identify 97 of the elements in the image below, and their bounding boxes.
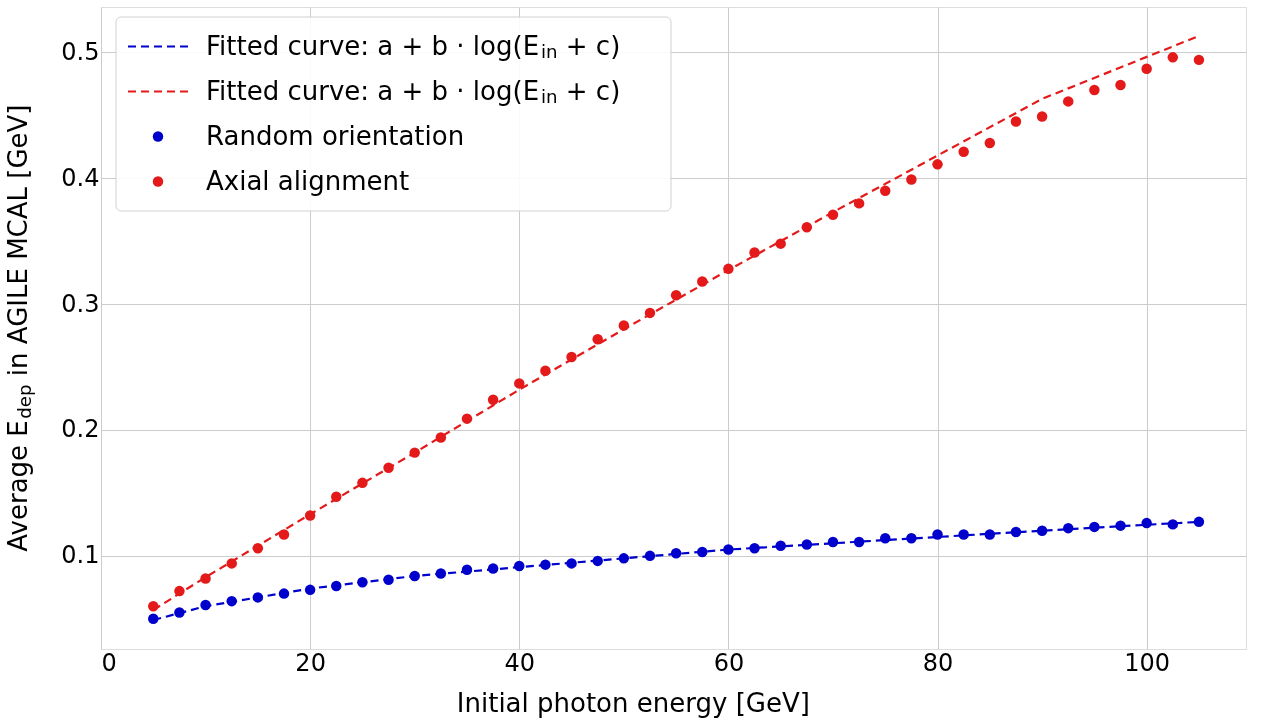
point bbox=[409, 570, 420, 582]
point bbox=[174, 607, 185, 618]
point bbox=[461, 413, 473, 424]
point bbox=[697, 546, 708, 558]
point bbox=[880, 185, 891, 197]
point bbox=[435, 432, 447, 443]
point bbox=[566, 558, 577, 569]
point bbox=[644, 550, 656, 562]
point bbox=[278, 529, 290, 540]
point bbox=[906, 532, 917, 544]
point bbox=[566, 351, 577, 363]
point bbox=[618, 553, 630, 564]
y-tick-label: 0.1 bbox=[61, 541, 100, 570]
point bbox=[514, 560, 525, 572]
point bbox=[1062, 522, 1074, 534]
point bbox=[1115, 79, 1126, 91]
point bbox=[331, 580, 342, 592]
point bbox=[984, 529, 996, 540]
point bbox=[697, 276, 708, 287]
point bbox=[200, 599, 211, 611]
x-axis-title: Initial photon energy [GeV] bbox=[456, 688, 810, 718]
point bbox=[540, 365, 551, 377]
point bbox=[984, 137, 996, 149]
x-tick-label: 60 bbox=[713, 648, 745, 677]
point bbox=[932, 159, 943, 170]
point bbox=[1115, 520, 1126, 531]
point bbox=[1036, 111, 1048, 122]
point bbox=[252, 592, 264, 603]
point bbox=[932, 529, 943, 540]
point bbox=[853, 536, 865, 548]
point bbox=[1010, 116, 1022, 127]
x-tick-label: 20 bbox=[295, 648, 326, 677]
point bbox=[723, 544, 734, 555]
point bbox=[148, 613, 159, 625]
point bbox=[1036, 525, 1048, 536]
point bbox=[278, 588, 290, 599]
point bbox=[592, 334, 603, 345]
point bbox=[827, 209, 839, 220]
point bbox=[409, 447, 420, 458]
y-tick-label: 0.2 bbox=[61, 415, 100, 444]
point bbox=[775, 540, 786, 552]
point bbox=[540, 559, 551, 570]
point bbox=[670, 290, 682, 301]
point bbox=[487, 394, 499, 405]
point bbox=[357, 577, 368, 588]
point bbox=[383, 574, 394, 585]
point bbox=[958, 146, 969, 157]
point bbox=[618, 320, 630, 331]
point bbox=[383, 462, 394, 473]
point bbox=[226, 558, 237, 569]
y-tick-label: 0.3 bbox=[61, 289, 100, 318]
x-tick-label: 80 bbox=[922, 648, 954, 677]
point bbox=[1193, 54, 1205, 66]
point bbox=[670, 548, 682, 559]
point bbox=[487, 563, 499, 574]
point bbox=[958, 529, 969, 540]
point bbox=[514, 378, 525, 389]
point bbox=[226, 595, 237, 607]
point bbox=[1193, 516, 1205, 528]
point bbox=[1167, 52, 1179, 63]
x-tick-label: 0 bbox=[101, 648, 117, 677]
point bbox=[775, 238, 786, 249]
point bbox=[1141, 517, 1152, 529]
point bbox=[252, 543, 264, 554]
x-tick-label: 40 bbox=[504, 648, 536, 677]
y-axis-title: Average Edep in AGILE MCAL [GeV] bbox=[3, 104, 35, 552]
x-tick-label: 100 bbox=[1124, 648, 1171, 677]
point bbox=[1089, 84, 1100, 96]
point bbox=[174, 585, 185, 597]
point bbox=[827, 536, 839, 548]
point bbox=[749, 543, 760, 554]
legend-label: Random orientation bbox=[206, 120, 465, 151]
point bbox=[592, 555, 603, 567]
point bbox=[906, 174, 917, 185]
point bbox=[304, 584, 316, 596]
point bbox=[461, 564, 473, 575]
point bbox=[749, 247, 760, 258]
point bbox=[1010, 526, 1022, 538]
point bbox=[357, 477, 368, 489]
point bbox=[200, 573, 211, 584]
point bbox=[1141, 63, 1152, 74]
point bbox=[880, 532, 891, 544]
point bbox=[644, 307, 656, 319]
legend-label: Axial alignment bbox=[206, 165, 410, 196]
point bbox=[304, 510, 316, 521]
point bbox=[801, 539, 813, 550]
point bbox=[1167, 519, 1179, 530]
point bbox=[801, 222, 813, 233]
point bbox=[148, 600, 159, 612]
point bbox=[853, 198, 865, 209]
y-tick-label: 0.4 bbox=[61, 163, 100, 192]
y-tick-label: 0.5 bbox=[61, 37, 100, 66]
point bbox=[723, 263, 734, 275]
point bbox=[435, 568, 447, 579]
point bbox=[1062, 96, 1074, 107]
point bbox=[1089, 521, 1100, 533]
point bbox=[331, 491, 342, 502]
